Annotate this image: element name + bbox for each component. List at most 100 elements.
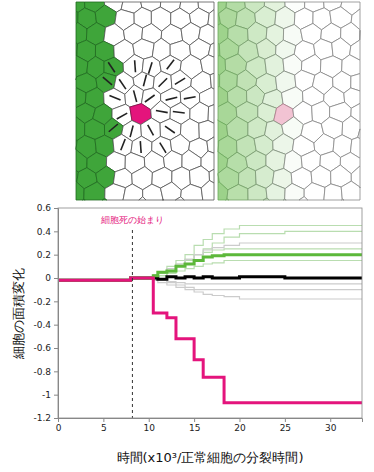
tension-mark bbox=[148, 62, 152, 73]
y-tick-label: -0.6 bbox=[33, 343, 51, 353]
tissue-panel bbox=[76, 2, 214, 200]
tension-mark bbox=[143, 75, 146, 87]
x-tick: 30 bbox=[325, 418, 337, 433]
tension-mark bbox=[109, 96, 120, 100]
x-tick-mark bbox=[103, 418, 104, 422]
y-tick-label: -0.8 bbox=[33, 367, 51, 377]
cell bbox=[266, 183, 285, 200]
y-tick-label: 0.6 bbox=[37, 203, 52, 213]
x-tick: 20 bbox=[234, 418, 246, 433]
x-tick: 25 bbox=[280, 418, 291, 433]
plot-lines bbox=[58, 226, 362, 403]
series-line bbox=[58, 278, 362, 403]
y-axis: 0.6 0.4 0.2 0 -0.2 -0.4 -0.6 -0.8 -1 -1.2 bbox=[33, 203, 58, 423]
y-tick: 0.4 bbox=[37, 227, 58, 237]
x-tick: 0 bbox=[56, 418, 62, 433]
tension-mark bbox=[134, 90, 137, 102]
cell bbox=[263, 198, 269, 200]
cell bbox=[359, 30, 360, 40]
x-axis: 0 5 10 15 20 25 30 bbox=[56, 418, 363, 433]
x-tick: 15 bbox=[189, 418, 200, 433]
y-tick-label: 0.2 bbox=[37, 250, 51, 260]
y-tick: -0.2 bbox=[33, 297, 58, 307]
y-tick: -1 bbox=[42, 390, 58, 400]
y-tick: -0.4 bbox=[33, 320, 58, 330]
series-line bbox=[58, 249, 362, 281]
x-tick-mark bbox=[330, 418, 331, 422]
y-tick-mark bbox=[54, 255, 58, 256]
tissue-panel bbox=[218, 2, 360, 200]
tension-mark bbox=[160, 143, 166, 153]
x-tick-label: 25 bbox=[280, 423, 291, 433]
cell bbox=[358, 129, 360, 139]
x-tick: 5 bbox=[101, 418, 107, 433]
x-tick-mark bbox=[149, 418, 150, 422]
x-tick-label: 30 bbox=[325, 423, 337, 433]
y-tick-mark bbox=[54, 325, 58, 326]
y-axis-title: 細胞の面積変化 bbox=[11, 268, 26, 360]
series-line bbox=[58, 255, 362, 281]
y-tick: 0.6 bbox=[37, 203, 58, 213]
plot-frame bbox=[58, 208, 362, 418]
cell bbox=[341, 181, 360, 200]
y-tick: 0 bbox=[45, 273, 58, 283]
series-line bbox=[58, 243, 362, 280]
annotation-text: 細胞死の始まり bbox=[100, 215, 164, 225]
x-tick-mark bbox=[194, 418, 195, 422]
tension-mark bbox=[134, 60, 136, 72]
tension-mark bbox=[175, 78, 185, 84]
cell bbox=[123, 184, 143, 200]
tension-mark bbox=[117, 113, 127, 119]
y-tick-label: -0.2 bbox=[33, 297, 51, 307]
tension-mark bbox=[130, 126, 133, 138]
tension-mark bbox=[145, 95, 155, 102]
x-tick-mark bbox=[239, 418, 240, 422]
y-tick-mark bbox=[54, 348, 58, 349]
y-tick-mark bbox=[54, 418, 58, 419]
y-tick-label: -1.2 bbox=[33, 413, 51, 423]
x-axis-title: 時間(x10³/正常細胞の分裂時間) bbox=[117, 450, 304, 465]
series-line bbox=[58, 226, 362, 281]
cell bbox=[227, 184, 248, 200]
cell bbox=[102, 199, 107, 200]
x-tick-label: 20 bbox=[234, 423, 246, 433]
x-tick-label: 10 bbox=[144, 423, 156, 433]
y-tick-mark bbox=[54, 278, 58, 279]
cell bbox=[139, 197, 146, 200]
y-tick-mark bbox=[54, 395, 58, 396]
y-tick: -1.2 bbox=[33, 413, 58, 423]
cell bbox=[162, 199, 164, 200]
tension-mark bbox=[167, 60, 174, 70]
x-tick: 10 bbox=[144, 418, 156, 433]
cell bbox=[359, 187, 360, 189]
tension-mark bbox=[166, 97, 178, 100]
y-tick-label: -0.4 bbox=[33, 320, 51, 330]
y-tick-mark bbox=[54, 208, 58, 209]
series-line bbox=[58, 261, 362, 281]
cell bbox=[143, 184, 163, 200]
series-line bbox=[58, 231, 362, 280]
cell bbox=[105, 184, 126, 200]
y-tick-label: 0 bbox=[45, 273, 51, 283]
y-tick: -0.8 bbox=[33, 367, 58, 377]
cell bbox=[161, 182, 182, 200]
y-tick-mark bbox=[54, 371, 58, 372]
tension-mark bbox=[156, 110, 168, 112]
cell bbox=[181, 184, 203, 200]
tension-mark bbox=[108, 62, 115, 72]
x-tick-mark bbox=[285, 418, 286, 422]
tension-mark bbox=[159, 78, 168, 86]
cell bbox=[84, 182, 105, 200]
x-tick-label: 15 bbox=[189, 423, 200, 433]
tension-mark bbox=[165, 126, 175, 133]
tension-mark bbox=[109, 124, 118, 132]
cell bbox=[226, 199, 229, 200]
cell bbox=[82, 199, 85, 201]
y-tick-label: -1 bbox=[42, 390, 51, 400]
cell bbox=[218, 182, 228, 200]
cell bbox=[299, 197, 308, 200]
y-axis-line bbox=[54, 209, 59, 419]
tension-mark bbox=[184, 97, 196, 99]
cell bbox=[201, 180, 214, 200]
tension-mark bbox=[103, 77, 112, 85]
